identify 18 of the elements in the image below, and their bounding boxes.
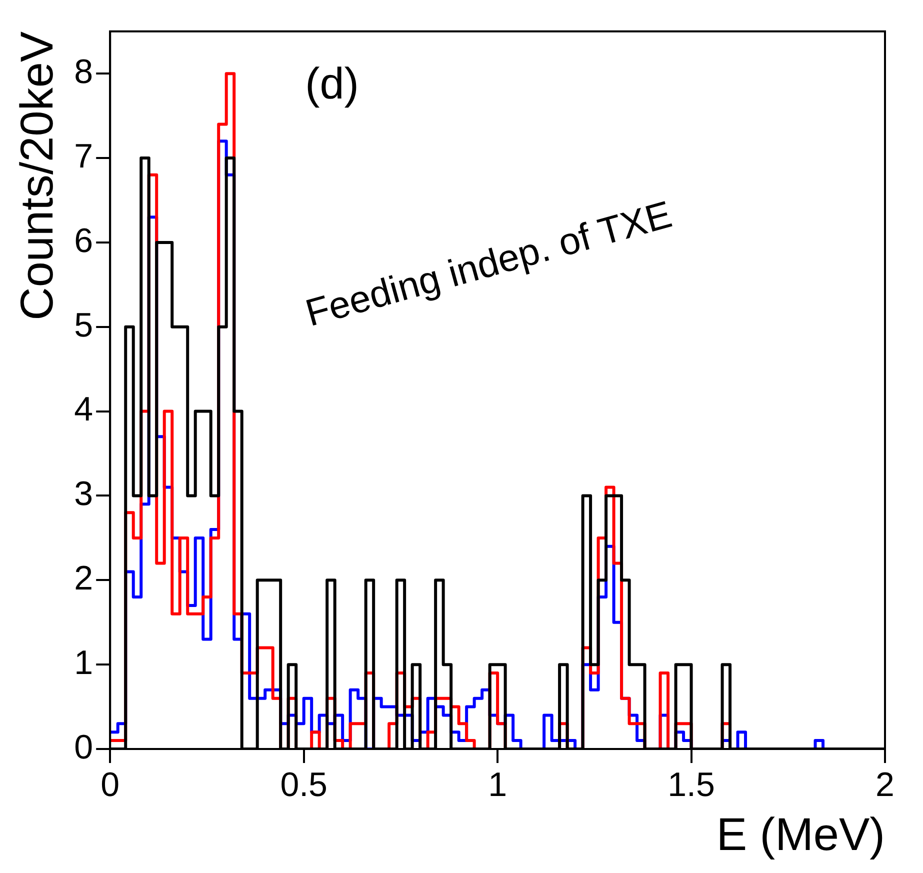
y-tick-label: 4 xyxy=(74,390,94,429)
x-tick-label: 1.5 xyxy=(668,766,715,804)
x-axis-title: E (MeV) xyxy=(716,808,885,860)
y-tick-label: 8 xyxy=(74,52,94,91)
y-tick-label: 3 xyxy=(74,475,94,514)
annotation: (d) xyxy=(305,60,359,109)
y-tick-label: 0 xyxy=(74,728,94,766)
x-tick-label: 2 xyxy=(876,766,894,804)
y-tick-label: 1 xyxy=(74,644,94,682)
annotation: Feeding indep. of TXE xyxy=(301,194,676,336)
y-tick-label: 7 xyxy=(74,137,94,176)
x-tick-label: 0 xyxy=(100,766,120,804)
x-tick-label: 0.5 xyxy=(280,766,328,804)
x-tick-label: 1 xyxy=(488,766,508,804)
y-tick-label: 5 xyxy=(74,306,94,344)
y-tick-label: 2 xyxy=(74,560,94,598)
y-tick-label: 6 xyxy=(74,222,94,260)
y-axis-title: Counts/20keV xyxy=(10,31,62,320)
